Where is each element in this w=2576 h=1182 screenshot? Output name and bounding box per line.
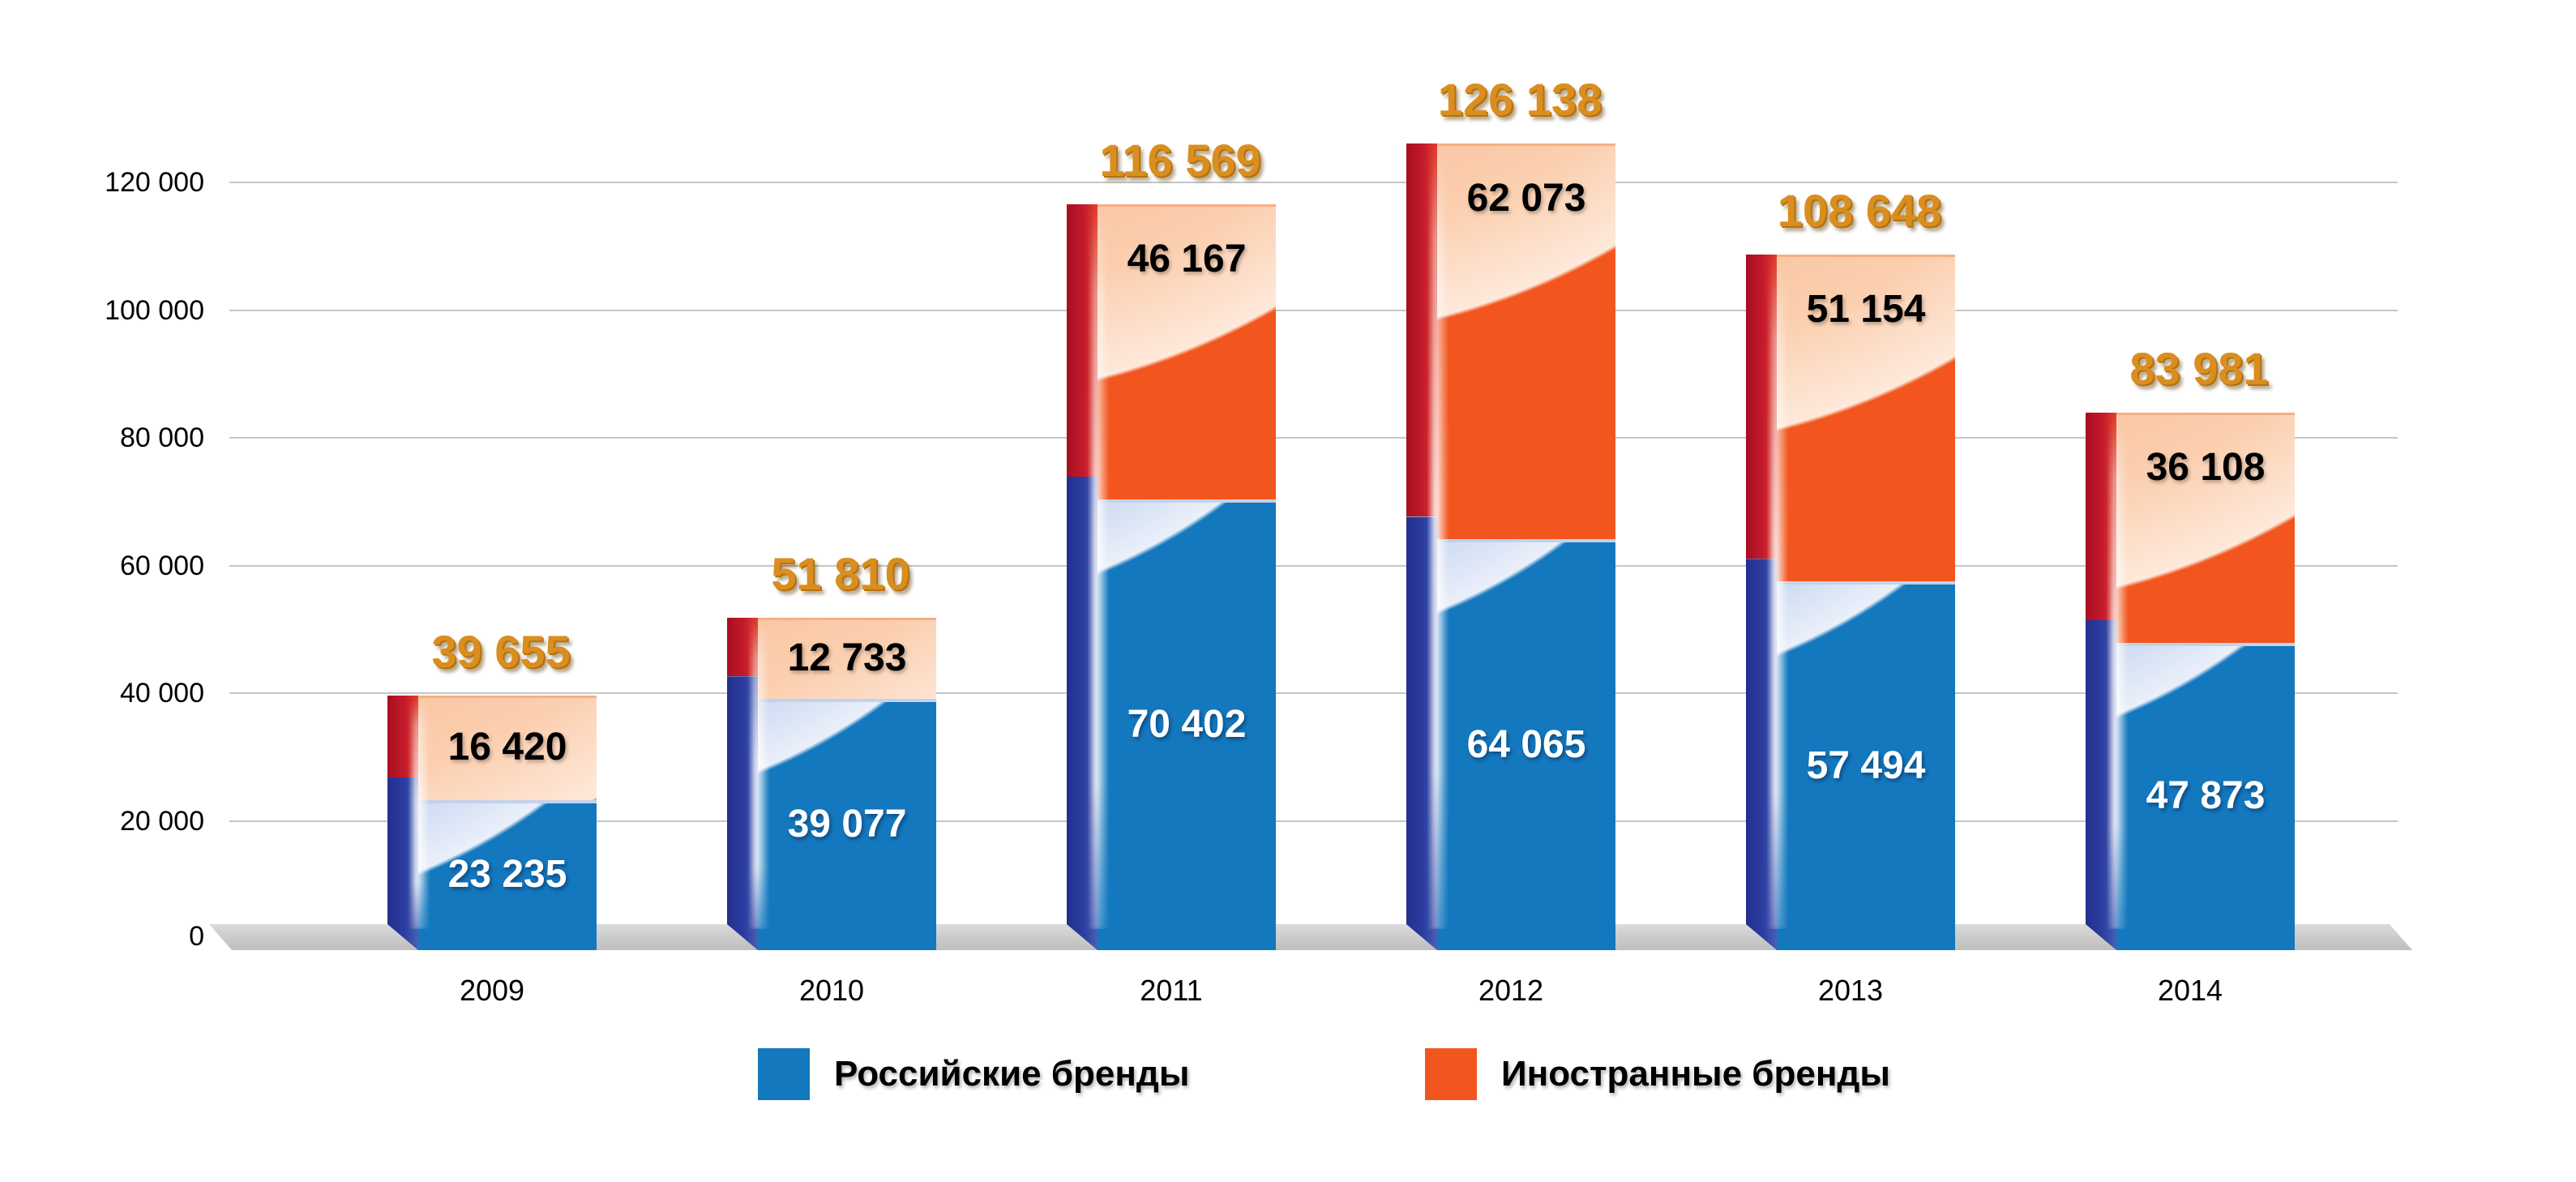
legend-item-foreign: Иностранные бренды <box>1425 1048 1890 1100</box>
bar-value-label-russian: 47 873 <box>2146 774 2266 818</box>
gridline <box>229 692 2398 694</box>
y-tick-label: 100 000 <box>105 294 204 326</box>
x-tick-label: 2009 <box>459 974 525 1007</box>
bar-segment-foreign <box>1437 143 1615 540</box>
legend-label-foreign: Иностранные бренды <box>1501 1054 1890 1094</box>
bar-segment-foreign <box>2116 412 2295 643</box>
bar-segment-russian <box>1098 499 1276 950</box>
x-tick-label: 2012 <box>1478 974 1544 1007</box>
y-tick-label: 40 000 <box>120 678 204 709</box>
bar-value-label-russian: 39 077 <box>787 803 907 846</box>
bar-segment-russian <box>1777 581 1955 950</box>
y-tick-label: 80 000 <box>120 422 204 453</box>
bar-2010: 12 733 39 077 <box>727 617 936 950</box>
bar-total-label: 116 569 <box>1099 135 1261 186</box>
bar-total-label: 108 648 <box>1777 185 1942 237</box>
x-tick-label: 2014 <box>2157 974 2223 1007</box>
bar-value-label-foreign: 62 073 <box>1466 176 1586 220</box>
bar-total-label: 39 655 <box>431 625 571 677</box>
bar-2014: 36 108 47 873 <box>2086 412 2295 950</box>
bar-segment-russian <box>2116 642 2295 950</box>
bar-gloss-highlight <box>1767 258 1788 929</box>
y-tick-label: 120 000 <box>105 167 204 198</box>
bar-segment-russian <box>1437 539 1615 950</box>
bar-segment-foreign <box>1098 204 1276 499</box>
x-tick-label: 2010 <box>798 974 865 1007</box>
legend-swatch-russian-icon <box>758 1048 810 1100</box>
bar-segment-foreign <box>418 695 597 800</box>
bar-segment-foreign <box>758 617 936 700</box>
bar-value-label-foreign: 51 154 <box>1806 288 1926 332</box>
bar-total-label: 51 810 <box>771 547 910 599</box>
bar-2012: 62 073 64 065 <box>1406 143 1615 950</box>
bar-gloss-highlight <box>409 698 430 929</box>
x-tick-label: 2013 <box>1817 974 1884 1007</box>
gridline <box>229 820 2398 822</box>
bar-value-label-russian: 64 065 <box>1466 722 1586 766</box>
y-tick-label: 60 000 <box>120 550 204 581</box>
bar-gloss-highlight <box>1088 208 1109 929</box>
x-tick-label: 2011 <box>1140 974 1203 1007</box>
bar-total-label: 83 981 <box>2129 342 2269 394</box>
bar-gloss-highlight <box>1427 146 1448 929</box>
bar-value-label-russian: 57 494 <box>1806 743 1926 787</box>
legend-item-russian: Российские бренды <box>758 1048 1189 1100</box>
legend-swatch-foreign-icon <box>1425 1048 1477 1100</box>
gridline <box>229 564 2398 567</box>
bar-gloss-highlight <box>748 620 769 929</box>
bar-value-label-foreign: 36 108 <box>2146 445 2266 489</box>
bar-gloss-highlight <box>2107 415 2128 929</box>
bar-segment-russian <box>418 800 597 950</box>
gridline <box>229 309 2398 311</box>
bar-value-label-foreign: 16 420 <box>447 726 567 769</box>
bar-2011: 46 167 70 402 <box>1067 204 1276 950</box>
y-tick-label: 20 000 <box>120 805 204 837</box>
bar-value-label-foreign: 12 733 <box>787 636 907 680</box>
legend-label-russian: Российские бренды <box>834 1054 1190 1094</box>
bar-segment-russian <box>758 699 936 950</box>
bar-total-label: 126 138 <box>1437 73 1603 125</box>
y-tick-label: 0 <box>189 921 204 952</box>
gridline <box>229 437 2398 439</box>
bar-2013: 51 154 57 494 <box>1746 255 1955 950</box>
gridline <box>229 182 2398 183</box>
bar-value-label-russian: 23 235 <box>447 853 567 897</box>
bar-segment-foreign <box>1777 255 1955 582</box>
bar-2009: 16 420 23 235 <box>387 695 597 950</box>
bar-value-label-russian: 70 402 <box>1127 702 1247 746</box>
bar-value-label-foreign: 46 167 <box>1127 238 1247 281</box>
